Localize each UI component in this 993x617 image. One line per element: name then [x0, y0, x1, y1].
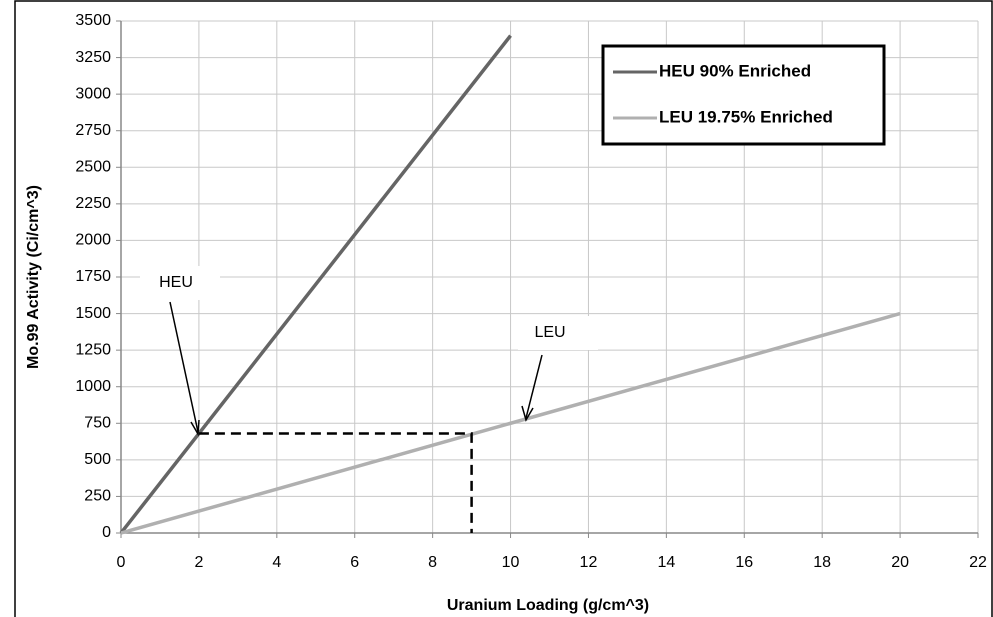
x-tick-label: 0: [117, 554, 126, 571]
legend: HEU 90% Enriched LEU 19.75% Enriched: [601, 44, 886, 146]
y-tick-label: 500: [84, 451, 111, 468]
legend-label: LEU 19.75% Enriched: [659, 107, 833, 126]
y-tick-label: 2750: [75, 122, 111, 139]
legend-box: [601, 44, 886, 146]
annotation-bg: [518, 316, 598, 350]
x-tick-label: 2: [194, 554, 203, 571]
y-tick-label: 1750: [75, 268, 111, 285]
x-axis-label: Uranium Loading (g/cm^3): [447, 597, 649, 614]
y-tick-label: 3000: [75, 85, 111, 102]
series-line: [120, 311, 901, 535]
x-tick-label: 6: [350, 554, 359, 571]
y-tick-label: 2250: [75, 195, 111, 212]
y-tick-label: 3500: [75, 12, 111, 29]
annotation: LEU: [534, 324, 565, 341]
x-tick-label: 16: [735, 554, 753, 571]
y-tick-label: 0: [102, 524, 111, 541]
plot: [119, 34, 901, 535]
x-tick-label: 8: [428, 554, 437, 571]
y-tick-label: 2500: [75, 159, 111, 176]
annotation-arrow: [169, 301, 199, 433]
legend-label: HEU 90% Enriched: [659, 61, 811, 80]
y-tick-label: 1000: [75, 378, 111, 395]
guide-line: [198, 432, 473, 533]
annotation-bg: [140, 266, 220, 300]
arrow-head: [190, 419, 200, 437]
y-tick-label: 1250: [75, 341, 111, 358]
x-tick-label: 18: [813, 554, 831, 571]
x-tick-label: 14: [657, 554, 675, 571]
x-tick-label: 12: [580, 554, 598, 571]
y-tick-label: 750: [84, 415, 111, 432]
x-tick-label: 10: [502, 554, 520, 571]
y-tick-label: 250: [84, 488, 111, 505]
x-tick-label: 22: [969, 554, 987, 571]
series-line: [119, 34, 512, 535]
annotation-arrow: [525, 354, 543, 419]
annotation: HEU: [159, 274, 193, 291]
y-axis-label: Mo.99 Activity (Ci/cm^3): [25, 185, 42, 369]
y-tick-label: 3250: [75, 49, 111, 66]
x-tick-label: 4: [272, 554, 281, 571]
arrow-head: [521, 405, 534, 422]
x-tick-label: 20: [891, 554, 909, 571]
y-tick-label: 1500: [75, 305, 111, 322]
chart-frame: [14, 0, 993, 617]
y-tick-label: 2000: [75, 232, 111, 249]
